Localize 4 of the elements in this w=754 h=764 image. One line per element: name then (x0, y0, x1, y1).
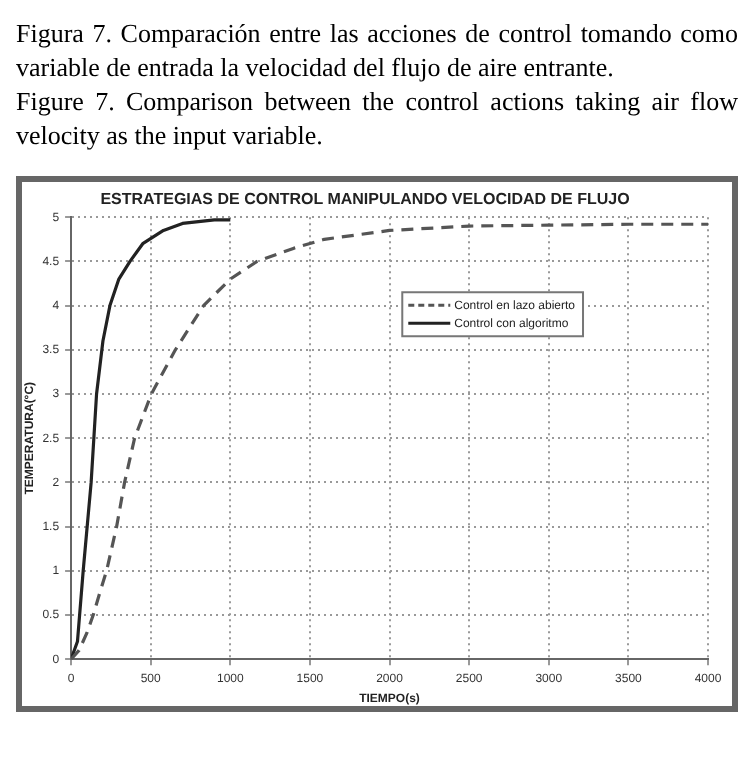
line-series (71, 222, 708, 660)
text: Figura 7. Comparación entre las acciones de control tomando como variable de entrada la velocidad del flujo de aire entrante. (16, 16, 738, 84)
caption: Figure 7. Comparison between the control actions taking air flow velocity as the input variable. (16, 84, 738, 152)
chart-title: ESTRATEGIAS DE CONTROL MANIPULANDO VELOCIDAD DE FLUJO (100, 190, 630, 209)
